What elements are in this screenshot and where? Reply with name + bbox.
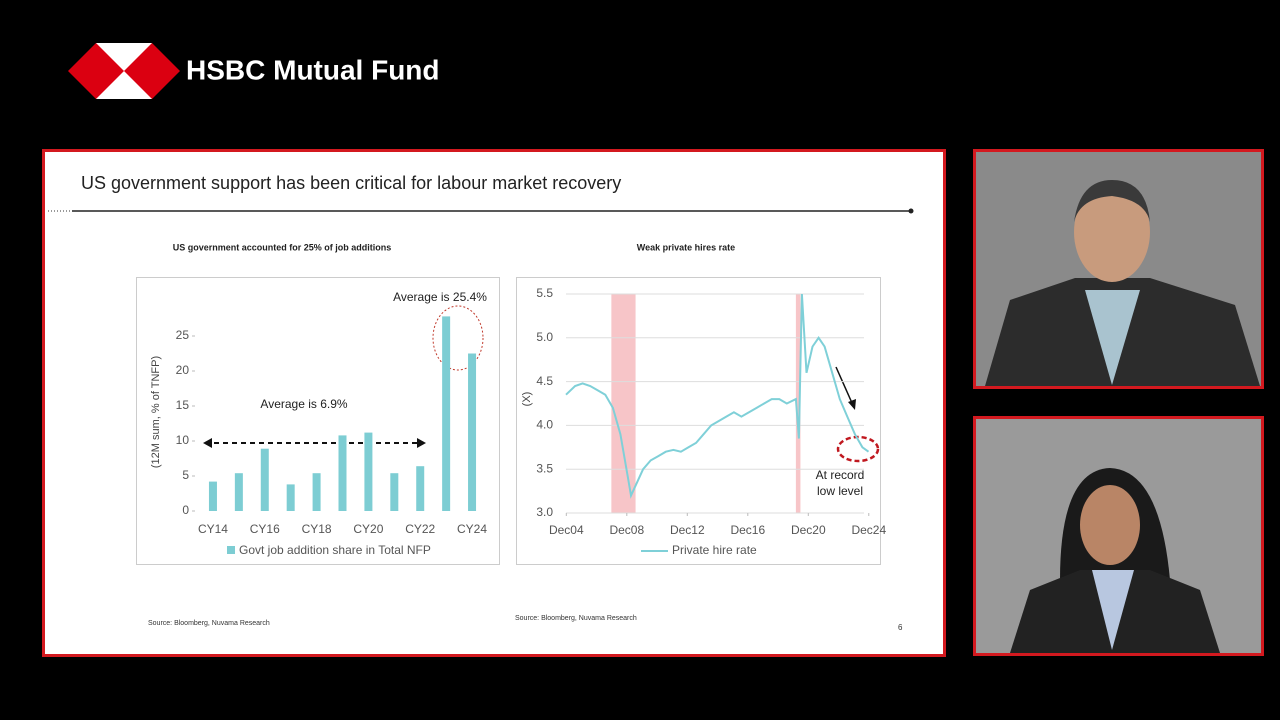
chart-frame [516,277,881,565]
x-tick-label: CY14 [198,522,228,536]
pointer-arrow [835,366,853,404]
bar [234,473,243,511]
x-tick-label: Dec16 [730,523,765,537]
rule-end [908,208,914,214]
y-axis-label: (X) [521,392,533,407]
y-tick-label: 3.5 [536,461,553,475]
y-tick-label: 4.5 [536,374,553,388]
y-tick-label: 3.0 [536,505,553,519]
y-tick-label: 10 [176,433,190,447]
annotation: Average is 25.4% [393,290,487,304]
y-axis-label: (12M sum, % of TNFP) [150,356,162,468]
slide-title: US government support has been critical … [81,173,621,193]
x-tick-label: CY24 [457,522,487,536]
x-tick-label: CY16 [250,522,280,536]
shaded-period [611,294,636,513]
arrow-head [203,438,212,448]
highlight-circle [836,435,880,463]
slide [42,149,946,657]
arrow-head [417,438,426,448]
y-tick-label: 5 [182,468,189,482]
annotation: Average is 6.9% [260,397,347,411]
chart-frame [136,277,500,565]
x-tick-label: CY18 [302,522,332,536]
annotation: At record [816,468,865,482]
highlight-circle [432,305,484,371]
source: Source: Bloomberg, Nuvama Research [515,615,637,622]
y-tick-label: 25 [176,328,190,342]
hsbc-logo [68,43,180,99]
y-tick-label: 20 [176,363,190,377]
legend-label: Private hire rate [672,543,757,557]
bar [338,435,347,511]
x-tick-label: Dec12 [670,523,705,537]
shaded-period [795,294,801,513]
y-tick-label: 4.0 [536,418,553,432]
source: Source: Bloomberg, Nuvama Research [148,620,270,627]
y-tick-label: 0 [182,503,189,517]
y-tick-label: 5.5 [536,286,553,300]
bar [260,448,269,511]
x-tick-label: CY20 [353,522,383,536]
brand: HSBC Mutual Fund [186,54,440,85]
bar [442,316,451,511]
page-number: 6 [898,623,903,632]
bar [312,473,321,511]
annotation: low level [817,484,863,498]
x-tick-label: Dec20 [791,523,826,537]
bar [364,432,373,511]
bar [208,481,217,511]
chart-title: US government accounted for 25% of job a… [173,242,392,252]
legend-swatch [227,546,235,554]
x-tick-label: CY22 [405,522,435,536]
y-tick-label: 5.0 [536,330,553,344]
webcam-guest [973,416,1264,656]
bar [286,484,295,511]
legend-label: Govt job addition share in Total NFP [239,543,431,557]
webcam-host [973,149,1264,389]
x-tick-label: Dec24 [851,523,886,537]
bar [416,466,425,511]
chart-title: Weak private hires rate [637,242,735,252]
bar [390,473,399,511]
y-tick-label: 15 [176,398,190,412]
arrow-head [848,399,856,410]
line [565,293,870,499]
x-tick-label: Dec08 [609,523,644,537]
bar [468,353,477,511]
x-tick-label: Dec04 [549,523,584,537]
